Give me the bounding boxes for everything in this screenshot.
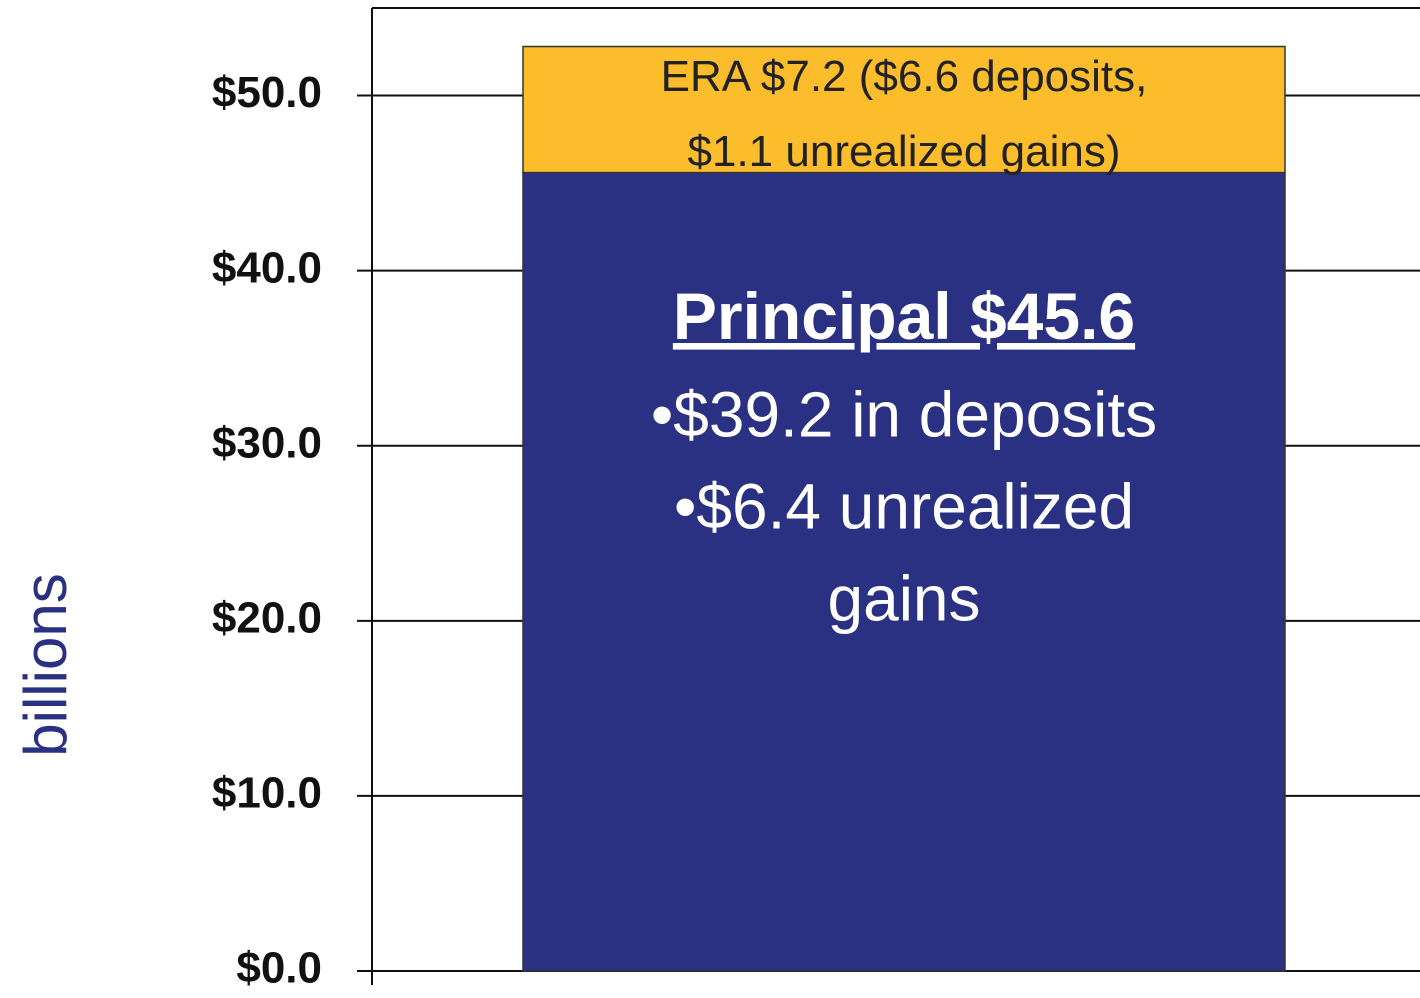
segment-note: •$6.4 unrealized — [674, 470, 1134, 542]
segment-note: •$39.2 in deposits — [651, 378, 1157, 450]
bar-segment — [522, 171, 1286, 972]
segment-note: gains — [828, 562, 981, 634]
segment-note: $1.1 unrealized gains) — [688, 127, 1121, 176]
y-tick-label: $50.0 — [212, 68, 322, 117]
y-axis-label: billions — [12, 573, 79, 756]
y-tick-label: $30.0 — [212, 418, 322, 467]
y-tick-label: $20.0 — [212, 593, 322, 642]
y-tick-label: $40.0 — [212, 243, 322, 292]
segment-label: ERA $7.2 ($6.6 deposits, — [661, 52, 1148, 101]
segment-label: Principal $45.6 — [673, 279, 1135, 353]
y-tick-label: $0.0 — [236, 944, 322, 993]
bar-segment — [522, 45, 1286, 174]
y-tick-label: $10.0 — [212, 769, 322, 818]
